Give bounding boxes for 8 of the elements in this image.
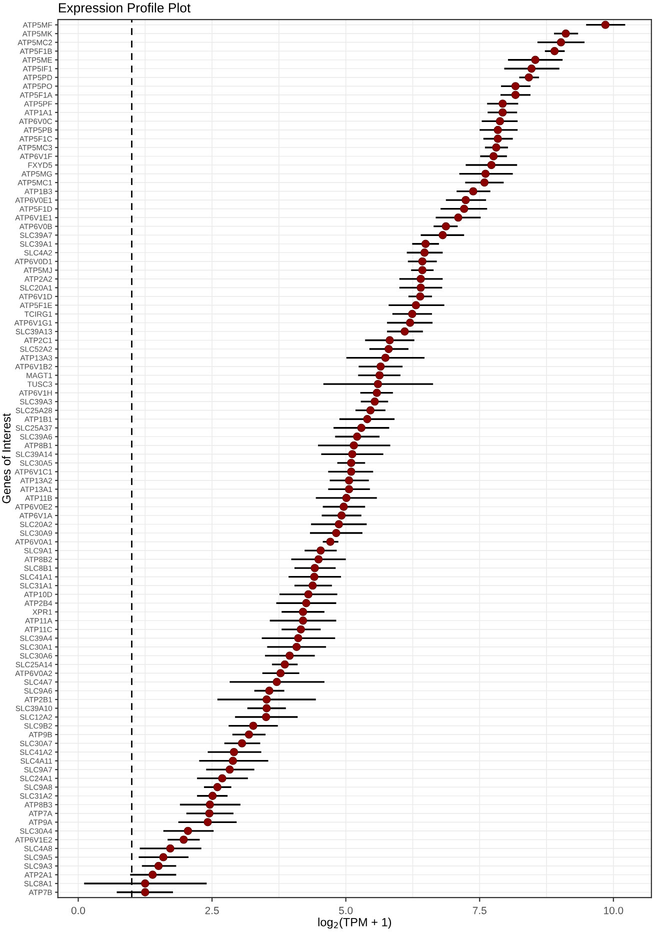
x-tick-label: 10.0 xyxy=(604,906,624,914)
y-axis-title: Genes of Interest xyxy=(2,413,11,504)
x-tick-label: 0.0 xyxy=(71,906,86,914)
x-tick-label: 7.5 xyxy=(472,906,486,914)
x-axis-title: log$_{2}$(TPM + 1) xyxy=(318,918,392,929)
x-tick-label: 2.5 xyxy=(205,906,219,914)
chart-title: Expression Profile Plot xyxy=(58,2,191,16)
x-tick-label: 5.0 xyxy=(339,906,353,914)
